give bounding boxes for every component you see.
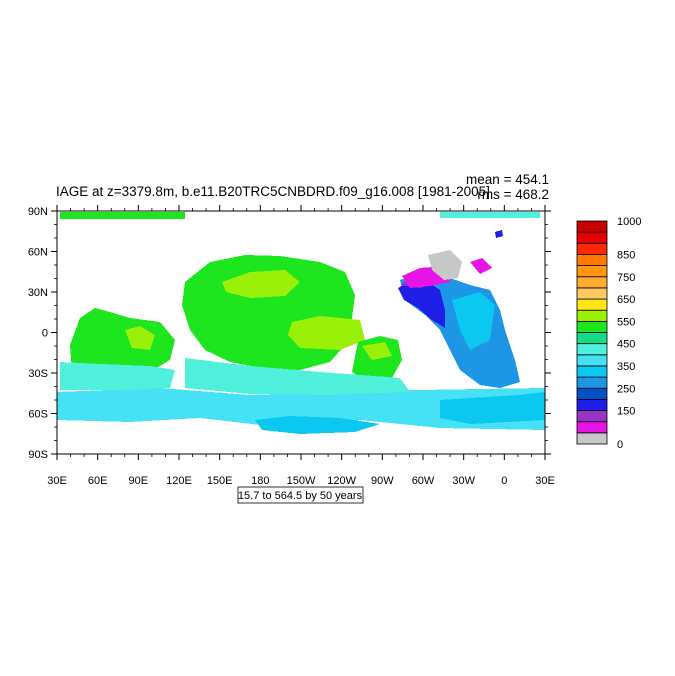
colorbar-box	[576, 309, 608, 322]
colorbar-label: 250	[617, 383, 635, 395]
lon-tick-label: 60E	[88, 475, 108, 487]
colorbar-box	[576, 410, 608, 423]
colorbar-label: 850	[617, 249, 635, 261]
lon-tick-label: 90W	[371, 475, 394, 487]
arctic-spot	[495, 230, 503, 238]
lat-tick-label: 30S	[28, 368, 48, 380]
lon-tick-label: 30E	[47, 475, 67, 487]
colorbar-label: 350	[617, 361, 635, 373]
colorbar-label: 0	[617, 439, 623, 451]
colorbar-label: 450	[617, 339, 635, 351]
atlantic-interior	[452, 292, 495, 350]
plot-title: IAGE at z=3379.8m, b.e11.B20TRC5CNBDRD.f…	[56, 184, 490, 199]
north-atlantic-deep-water	[398, 280, 445, 328]
lat-tick-label: 90N	[28, 206, 48, 218]
south-atlantic-sector	[440, 392, 545, 424]
colorbar-box	[576, 343, 608, 356]
colorbar-label: 150	[617, 406, 635, 418]
arctic-grey-region	[428, 250, 462, 280]
colorbar-box	[576, 421, 608, 434]
colorbar-box	[576, 432, 608, 445]
colorbar-box	[576, 354, 608, 367]
colorbar-box	[576, 365, 608, 378]
lon-tick-label: 90E	[129, 475, 149, 487]
colorbar-label: 750	[617, 272, 635, 284]
colorbar-box	[576, 298, 608, 311]
latitude-axis: 90N 60N 30N 0 30S 60S 90S	[28, 206, 551, 461]
lon-tick-label: 120W	[327, 475, 356, 487]
longitude-axis: 30E 60E 90E 120E 150E 180 150W 120W 90W 60W 30W 0 30…	[47, 205, 555, 487]
colorbar-box	[576, 398, 608, 411]
rms-label: rms = 468.2	[477, 187, 549, 202]
ocean-field	[57, 212, 545, 434]
colorbar-box	[576, 332, 608, 345]
colorbar-label: 550	[617, 316, 635, 328]
lon-tick-label: 180	[251, 475, 269, 487]
range-note-box	[237, 486, 364, 504]
colorbar-box	[576, 265, 608, 278]
arctic-region-east	[440, 212, 540, 218]
indian-ocean	[70, 308, 175, 380]
lat-tick-label: 30N	[28, 287, 48, 299]
colorbar-box	[576, 287, 608, 300]
range-note: 15.7 to 564.5 by 50 years	[238, 490, 363, 502]
colorbar-box	[576, 376, 608, 389]
lat-tick-label: 60N	[28, 247, 48, 259]
indian-ocean-south	[60, 362, 175, 390]
colorbar-box	[576, 231, 608, 244]
colorbar-label: 1000	[617, 216, 641, 228]
southern-ocean-band	[57, 388, 545, 430]
mean-label: mean = 454.1	[466, 172, 549, 187]
colorbar-box	[576, 387, 608, 400]
southern-ocean-deep	[255, 416, 380, 434]
colorbar-box	[576, 254, 608, 266]
north-pacific-core	[222, 270, 300, 298]
arctic-region	[60, 212, 185, 219]
lon-tick-label: 60W	[412, 475, 435, 487]
lon-tick-label: 120E	[166, 475, 192, 487]
indian-ocean-core	[125, 326, 155, 350]
east-pacific-core	[362, 342, 392, 360]
equatorial-pacific-core	[288, 316, 365, 350]
colorbar-label: 650	[617, 294, 635, 306]
colorbar: 0 150 250 350 450 550 650 750 850 1000	[576, 216, 641, 451]
barents-region	[470, 258, 492, 274]
lon-tick-label: 150E	[207, 475, 233, 487]
colorbar-box	[576, 220, 608, 233]
lat-tick-label: 60S	[28, 409, 48, 421]
colorbar-box	[576, 276, 608, 289]
lat-tick-label: 90S	[28, 449, 48, 461]
lon-tick-label: 30E	[535, 475, 555, 487]
colorbar-box	[576, 320, 608, 333]
lon-tick-label: 0	[501, 475, 507, 487]
lon-tick-label: 30W	[452, 475, 475, 487]
south-pacific-band	[185, 358, 410, 395]
colorbar-box	[576, 242, 608, 255]
lat-tick-label: 0	[42, 328, 48, 340]
lon-tick-label: 150W	[287, 475, 316, 487]
